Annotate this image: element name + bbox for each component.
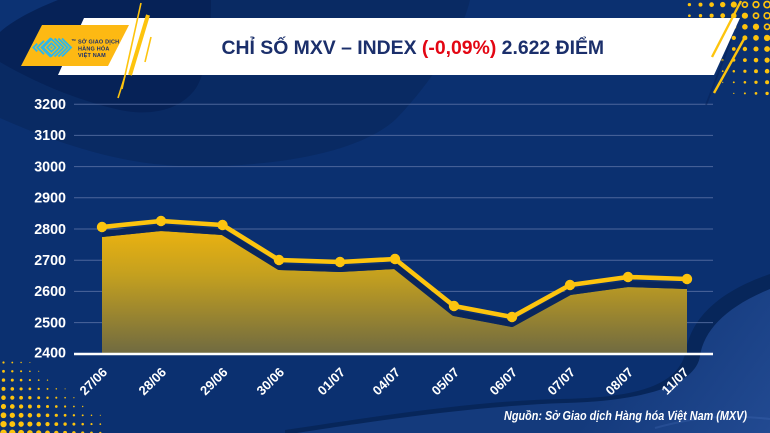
svg-text:3200: 3200 [34, 97, 66, 113]
svg-text:2900: 2900 [34, 191, 66, 207]
svg-text:3000: 3000 [34, 159, 66, 175]
svg-text:HÀNG HÓA: HÀNG HÓA [78, 44, 110, 52]
svg-text:2700: 2700 [34, 253, 66, 269]
svg-text:3100: 3100 [34, 128, 66, 144]
svg-text:2500: 2500 [34, 315, 66, 331]
svg-text:SỞ GIAO DỊCH: SỞ GIAO DỊCH [78, 39, 119, 46]
svg-text:CHỈ SỐ MXV – INDEX (-0,09%) 2.: CHỈ SỐ MXV – INDEX (-0,09%) 2.622 ĐIỂM [222, 35, 605, 59]
svg-text:VIỆT NAM: VIỆT NAM [78, 51, 106, 59]
svg-text:2400: 2400 [34, 345, 66, 361]
svg-text:2600: 2600 [34, 284, 66, 300]
svg-text:Nguồn: Sở Giao dịch Hàng hóa V: Nguồn: Sở Giao dịch Hàng hóa Việt Nam (M… [504, 408, 747, 423]
svg-text:2800: 2800 [34, 222, 66, 238]
svg-text:TM: TM [72, 38, 77, 42]
